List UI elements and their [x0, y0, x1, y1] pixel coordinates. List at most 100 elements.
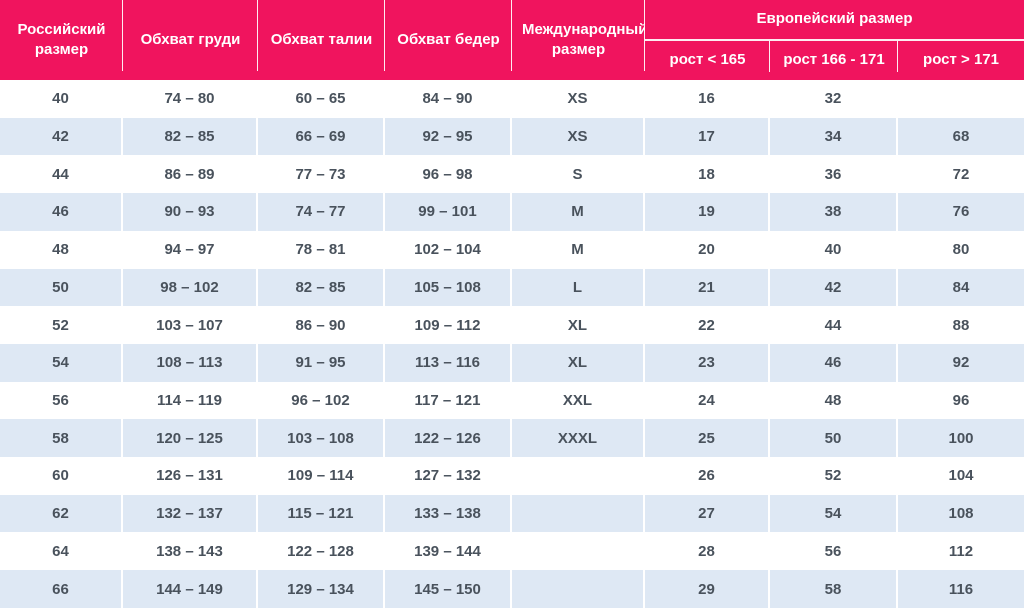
table-row: 42 82 – 85 66 – 69 92 – 95 XS 17 34 68	[0, 117, 1024, 156]
table-cell: 144 – 149	[123, 570, 258, 608]
table-cell: 46	[0, 193, 123, 231]
table-cell: XS	[512, 80, 645, 118]
table-row: 64 138 – 143 122 – 128 139 – 144 28 56 112	[0, 532, 1024, 571]
table-cell: 82 – 85	[123, 117, 258, 156]
table-cell: 60 – 65	[258, 80, 385, 118]
table-cell: 36	[770, 155, 898, 194]
table-cell: M	[512, 193, 645, 231]
table-row: 58 120 – 125 103 – 108 122 – 126 XXXL 25 50 100	[0, 419, 1024, 458]
table-cell: 22	[645, 306, 770, 344]
table-cell: 80	[898, 230, 1024, 269]
table-cell: 108	[898, 494, 1024, 533]
table-cell: 104	[898, 457, 1024, 495]
table-cell	[512, 532, 645, 571]
table-cell	[898, 80, 1024, 118]
table-cell: 58	[770, 570, 898, 608]
table-cell: 78 – 81	[258, 230, 385, 269]
table-cell: 60	[0, 457, 123, 495]
table-row: 62 132 – 137 115 – 121 133 – 138 27 54 108	[0, 494, 1024, 533]
header-cell-russian-size: Российский размер	[0, 0, 124, 80]
table-cell: 96 – 98	[385, 155, 512, 194]
header-row-main: Российский размер Обхват груди Обхват та…	[0, 0, 1024, 80]
table-cell: 122 – 126	[385, 419, 512, 458]
table-cell: 108 – 113	[123, 343, 258, 382]
table-cell: 58	[0, 419, 123, 458]
table-cell: 113 – 116	[385, 343, 512, 382]
header-cell-chest: Обхват груди	[123, 0, 259, 80]
table-cell: 48	[770, 381, 898, 420]
table-cell: 86 – 90	[258, 306, 385, 344]
table-cell: 92 – 95	[385, 117, 512, 156]
table-cell: 32	[770, 80, 898, 118]
table-cell: XXXL	[512, 419, 645, 458]
table-cell: 28	[645, 532, 770, 571]
table-cell: 94 – 97	[123, 230, 258, 269]
table-cell: 112	[898, 532, 1024, 571]
table-cell: 54	[0, 343, 123, 382]
table-cell: 72	[898, 155, 1024, 194]
header-cell-height-gt-171: рост > 171	[898, 41, 1024, 80]
table-cell: 62	[0, 494, 123, 533]
table-cell: 64	[0, 532, 123, 571]
header-cell-hips: Обхват бедер	[385, 0, 513, 80]
table-cell: 50	[0, 268, 123, 307]
table-cell: 129 – 134	[258, 570, 385, 608]
table-cell: 76	[898, 193, 1024, 231]
table-cell: 54	[770, 494, 898, 533]
table-cell: XS	[512, 117, 645, 156]
table-row: 40 74 – 80 60 – 65 84 – 90 XS 16 32	[0, 80, 1024, 118]
table-cell: 99 – 101	[385, 193, 512, 231]
table-cell: 68	[898, 117, 1024, 156]
table-cell: 66	[0, 570, 123, 608]
table-body: 40 74 – 80 60 – 65 84 – 90 XS 16 32 42 82 – 85 66…	[0, 80, 1024, 608]
table-cell: 27	[645, 494, 770, 533]
table-cell: 98 – 102	[123, 268, 258, 307]
table-cell: 74 – 77	[258, 193, 385, 231]
header-cell-height-lt-165: рост < 165	[645, 41, 771, 80]
table-cell: 82 – 85	[258, 268, 385, 307]
table-cell: 127 – 132	[385, 457, 512, 495]
table-cell: 84 – 90	[385, 80, 512, 118]
table-cell: 24	[645, 381, 770, 420]
table-cell: 44	[0, 155, 123, 194]
table-row: 54 108 – 113 91 – 95 113 – 116 XL 23 46 92	[0, 343, 1024, 382]
table-cell: 120 – 125	[123, 419, 258, 458]
table-cell: 122 – 128	[258, 532, 385, 571]
table-cell: S	[512, 155, 645, 194]
table-cell: 44	[770, 306, 898, 344]
table-cell: 46	[770, 343, 898, 382]
table-cell: 84	[898, 268, 1024, 307]
table-cell	[512, 494, 645, 533]
table-cell: 86 – 89	[123, 155, 258, 194]
table-cell	[512, 570, 645, 608]
table-cell: 26	[645, 457, 770, 495]
table-cell: 66 – 69	[258, 117, 385, 156]
table-cell: 48	[0, 230, 123, 269]
table-cell: 92	[898, 343, 1024, 382]
table-cell: 18	[645, 155, 770, 194]
table-cell: 100	[898, 419, 1024, 458]
table-cell: 109 – 112	[385, 306, 512, 344]
table-row: 44 86 – 89 77 – 73 96 – 98 S 18 36 72	[0, 155, 1024, 194]
header-cell-european-size-group: Европейский размер	[645, 0, 1024, 42]
table-cell: 56	[770, 532, 898, 571]
table-cell: 103 – 107	[123, 306, 258, 344]
table-cell: L	[512, 268, 645, 307]
table-cell: 34	[770, 117, 898, 156]
table-cell: 42	[0, 117, 123, 156]
table-row: 46 90 – 93 74 – 77 99 – 101 M 19 38 76	[0, 193, 1024, 231]
table-cell: 42	[770, 268, 898, 307]
table-cell: 23	[645, 343, 770, 382]
table-cell: 145 – 150	[385, 570, 512, 608]
table-cell: 133 – 138	[385, 494, 512, 533]
table-cell: 16	[645, 80, 770, 118]
table-cell: 17	[645, 117, 770, 156]
table-cell: 40	[0, 80, 123, 118]
table-cell: 96	[898, 381, 1024, 420]
table-cell: 29	[645, 570, 770, 608]
table-cell: 19	[645, 193, 770, 231]
table-cell: 109 – 114	[258, 457, 385, 495]
table-cell: M	[512, 230, 645, 269]
table-cell: 25	[645, 419, 770, 458]
table-cell: 74 – 80	[123, 80, 258, 118]
